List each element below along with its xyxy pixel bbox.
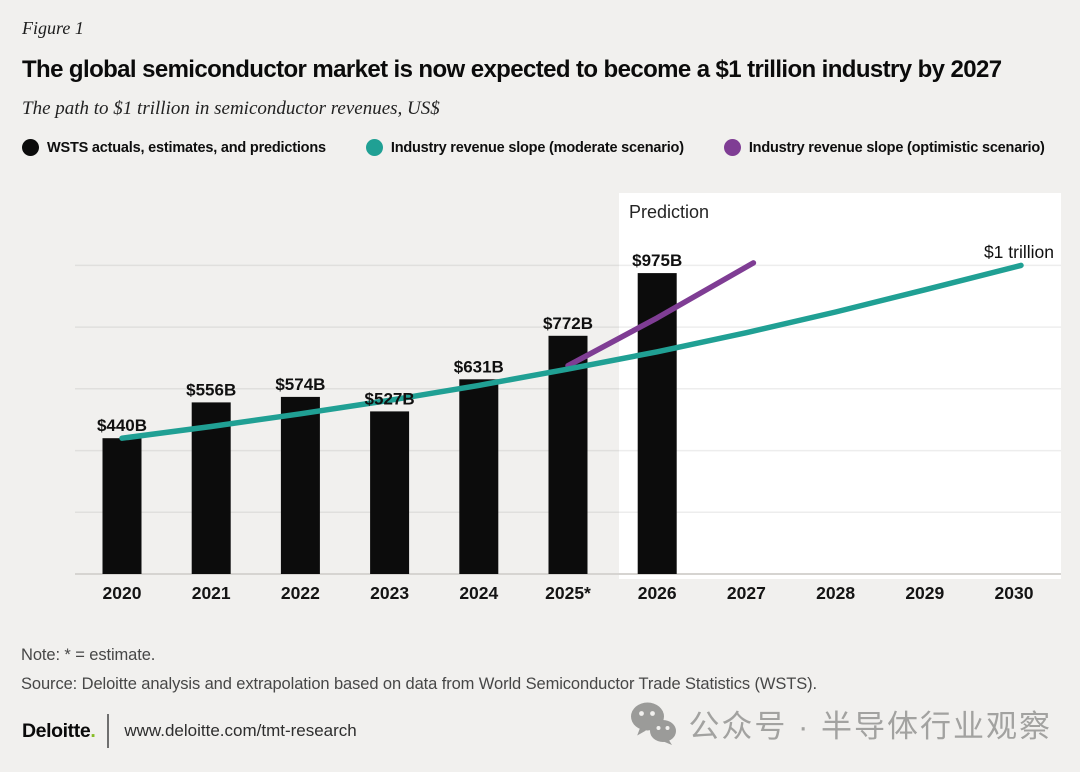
source-text: Source: Deloitte analysis and extrapolat… <box>21 675 818 693</box>
deloitte-green-dot: . <box>90 719 96 742</box>
line-optimistic <box>565 260 757 369</box>
x-axis-label-2020: 2020 <box>103 583 142 603</box>
x-axis-label-2026: 2026 <box>638 583 677 603</box>
legend-label: Industry revenue slope (optimistic scena… <box>748 139 1045 156</box>
bar-value-label: $574B <box>275 375 325 394</box>
one-trillion-label: $1 trillion <box>984 242 1054 262</box>
bar-2023 <box>370 411 410 574</box>
x-axis-label-2027: 2027 <box>727 583 766 603</box>
bar-value-label: $527B <box>365 389 415 408</box>
wechat-watermark: 公众号 · 半导体行业观察 <box>630 701 1052 746</box>
figure-label: Figure 1 <box>22 18 84 38</box>
bar-2025* <box>548 335 588 574</box>
bar-2020 <box>102 438 142 574</box>
bar-value-label: $556B <box>186 380 236 399</box>
bar-2021 <box>191 402 231 574</box>
prediction-label: Prediction <box>629 202 709 222</box>
deloitte-logo: Deloitte. <box>22 719 96 743</box>
bar-2022 <box>280 396 320 574</box>
line-moderate <box>119 262 1024 441</box>
bar-2024 <box>459 379 499 574</box>
chart-legend: WSTS actuals, estimates, and predictions… <box>22 139 1045 156</box>
x-axis-label-2025: 2025* <box>545 583 591 603</box>
x-axis-label-2024: 2024 <box>459 583 498 603</box>
legend-item-optimistic: Industry revenue slope (optimistic scena… <box>723 139 1045 156</box>
figure-title: The global semiconductor market is now e… <box>22 56 1002 83</box>
footer-url[interactable]: www.deloitte.com/tmt-research <box>124 721 357 740</box>
bar-value-label: $440B <box>97 416 147 435</box>
prediction-region <box>619 193 1061 579</box>
footer-divider <box>107 714 110 748</box>
bar-value-label: $772B <box>543 314 593 333</box>
legend-dot-purple <box>723 139 741 156</box>
x-axis-label-2030: 2030 <box>995 583 1034 603</box>
legend-dot-teal <box>365 139 383 156</box>
deloitte-wordmark: Deloitte <box>22 719 91 742</box>
x-axis-label-2021: 2021 <box>192 583 231 603</box>
wechat-icon <box>631 702 677 745</box>
figure-subtitle: The path to $1 trillion in semiconductor… <box>22 98 440 119</box>
x-axis-label-2028: 2028 <box>816 583 855 603</box>
bar-value-label: $631B <box>454 357 504 376</box>
revenue-chart: $440B $556B $574B $527B $631B $772B $975B Predi… <box>75 193 1061 603</box>
note-text: Note: * = estimate. <box>21 646 156 664</box>
x-axis-label-2029: 2029 <box>905 583 944 603</box>
legend-label: Industry revenue slope (moderate scenari… <box>390 139 684 156</box>
watermark-text: 公众号 · 半导体行业观察 <box>688 709 1052 744</box>
legend-item-wsts: WSTS actuals, estimates, and predictions <box>22 139 326 156</box>
legend-dot-black <box>22 139 39 156</box>
legend-item-moderate: Industry revenue slope (moderate scenari… <box>365 139 684 156</box>
bar-value-label: $975B <box>632 251 682 270</box>
legend-label: WSTS actuals, estimates, and predictions <box>47 139 326 156</box>
x-axis-label-2022: 2022 <box>281 583 320 603</box>
footer: Deloitte. www.deloitte.com/tmt-research <box>22 713 357 749</box>
x-axis-label-2023: 2023 <box>370 583 409 603</box>
